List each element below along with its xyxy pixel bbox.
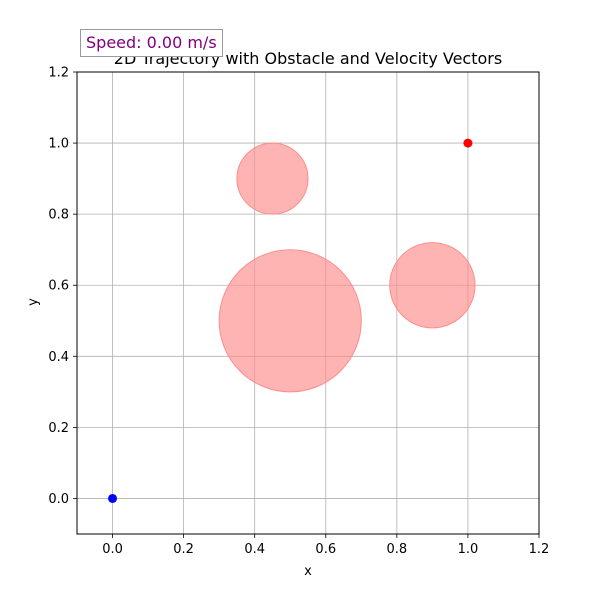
markers xyxy=(108,138,473,503)
y-tick-label: 1.2 xyxy=(48,66,69,81)
y-tick-label: 0.6 xyxy=(48,279,69,294)
x-tick-label: 0.8 xyxy=(387,542,408,557)
x-tick-label: 0.4 xyxy=(244,542,265,557)
speed-readout: Speed: 0.00 m/s xyxy=(80,29,223,57)
y-tick-label: 0.4 xyxy=(48,350,69,365)
obstacles xyxy=(218,142,476,393)
axes-frame xyxy=(76,71,540,535)
obstacle-circle xyxy=(236,142,309,215)
x-tick-label: 0.6 xyxy=(315,542,336,557)
x-tick-label: 1.2 xyxy=(529,542,550,557)
x-axis-label: x xyxy=(304,564,312,579)
obstacle-circle xyxy=(218,249,362,393)
y-tick-label: 0.8 xyxy=(48,208,69,223)
x-tick-label: 1.0 xyxy=(458,542,479,557)
x-tick-label: 0.0 xyxy=(102,542,123,557)
obstacle-circle xyxy=(389,242,476,329)
trajectory-point xyxy=(463,138,473,148)
x-tick-label: 0.2 xyxy=(173,542,194,557)
y-tick-label: 1.0 xyxy=(48,137,69,152)
y-axis-label: y xyxy=(26,298,41,306)
trajectory-point xyxy=(108,493,118,503)
y-tick-label: 0.0 xyxy=(48,492,69,507)
y-tick-label: 0.2 xyxy=(48,421,69,436)
ticks: 0.0 0.2 0.4 0.6 0.8 1.0 1.2 0.0 0.2 0.4 0.6 0.8 1.0 1… xyxy=(48,66,549,558)
